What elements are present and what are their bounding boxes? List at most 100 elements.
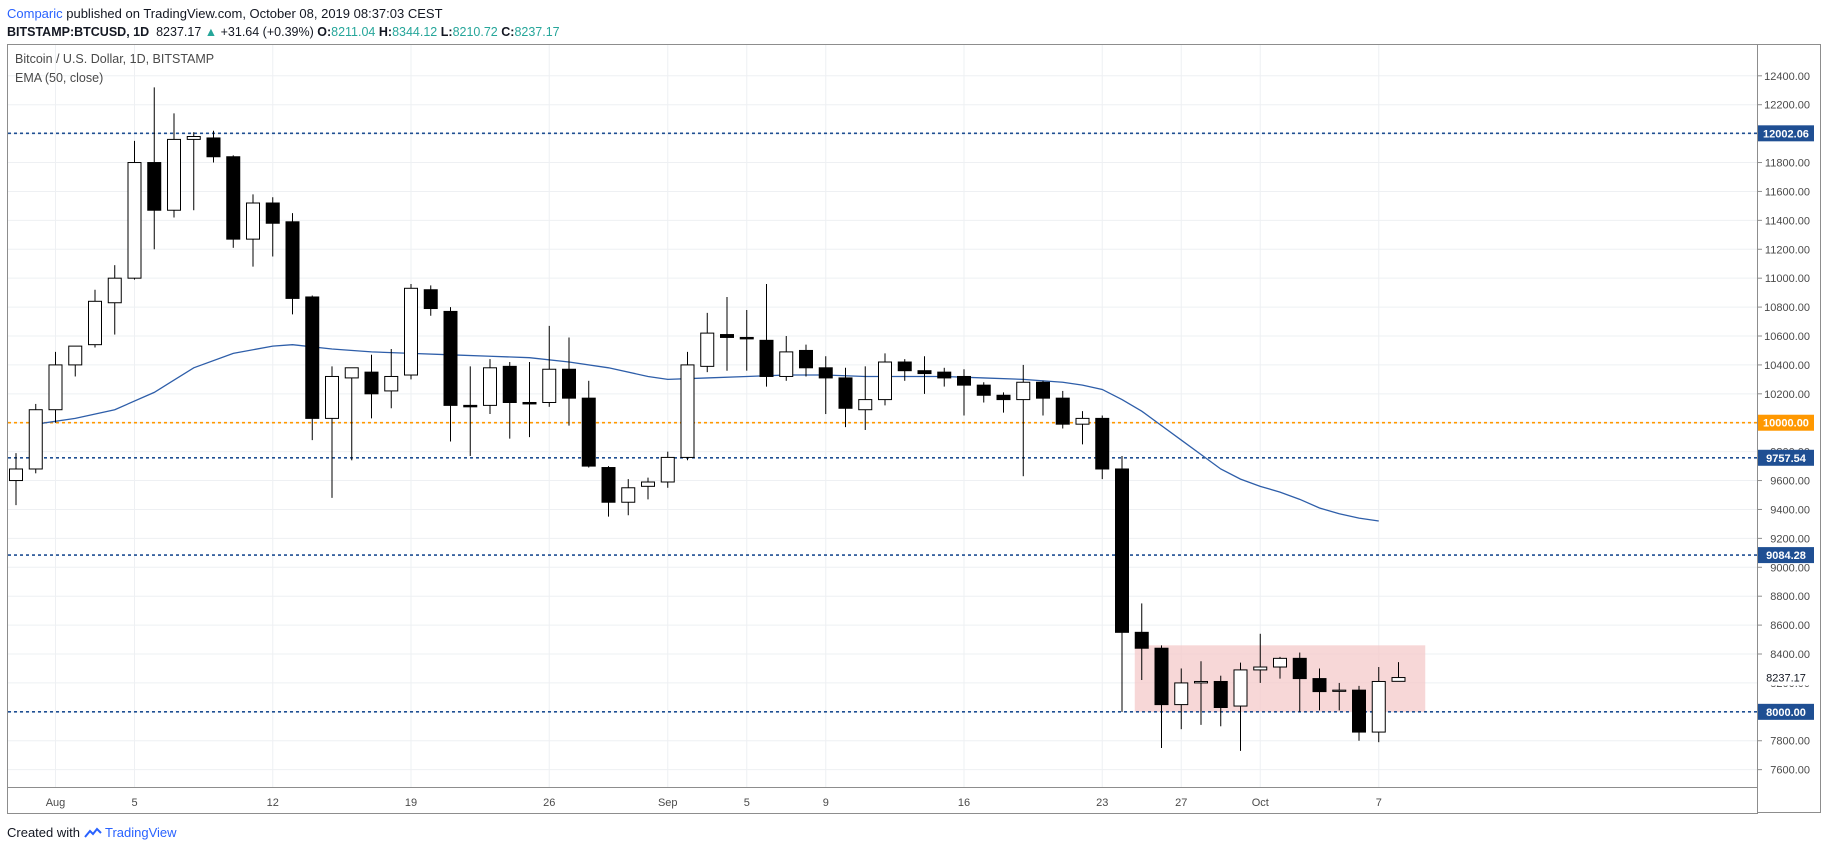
x-tick-label: Sep [658, 797, 678, 809]
x-tick-label: Aug [46, 797, 66, 809]
candle [1194, 661, 1208, 725]
candle [127, 140, 142, 280]
candle-body [1391, 677, 1406, 682]
candle [305, 295, 320, 441]
author-link[interactable]: Comparic [7, 6, 63, 21]
y-tick-label: 12200.00 [1764, 100, 1810, 112]
x-tick-label: 16 [958, 797, 970, 809]
candle [897, 359, 912, 381]
candlestick-chart[interactable]: 7600.007800.008000.008200.008400.008600.… [7, 44, 1821, 814]
low-label: L: [440, 25, 453, 39]
candle-body [246, 202, 260, 240]
candle [483, 359, 497, 415]
level-price-text: 9757.54 [1766, 453, 1807, 465]
candle-body [1273, 657, 1287, 668]
close-label: C: [501, 25, 515, 39]
y-tick-label: 11200.00 [1765, 244, 1810, 256]
y-tick-label: 9200.00 [1770, 533, 1810, 545]
candle-body [147, 162, 162, 211]
y-tick-label: 10200.00 [1764, 389, 1810, 401]
tradingview-brand: TradingView [104, 825, 177, 840]
y-tick-label: 9000.00 [1770, 562, 1810, 574]
y-tick-label: 11000.00 [1765, 273, 1810, 285]
candle [1036, 380, 1050, 416]
x-tick-label: 19 [405, 797, 417, 809]
candle [88, 289, 102, 348]
candle [384, 349, 399, 409]
candle [700, 312, 715, 373]
candle-body [1134, 631, 1149, 649]
tradingview-link[interactable]: TradingView [84, 825, 177, 840]
candle [976, 382, 991, 403]
candle [167, 113, 181, 218]
candle-body [838, 377, 853, 409]
y-tick-label: 8400.00 [1770, 649, 1810, 661]
candle-body [1352, 689, 1366, 733]
candle-body [1371, 680, 1386, 733]
level-price-tag [1758, 125, 1814, 142]
candle-body [917, 370, 932, 375]
candle-body [344, 367, 359, 379]
close-value: 8237.17 [514, 25, 560, 39]
level-price-tag [1758, 449, 1814, 466]
level-price-tag [1758, 703, 1814, 720]
high-label: H: [378, 25, 393, 39]
level-price-text: 8000.00 [1766, 707, 1806, 719]
candle-body [858, 399, 873, 411]
candle [917, 356, 932, 394]
candle [838, 367, 853, 428]
candle-body [443, 310, 458, 406]
candle-body [167, 138, 181, 211]
candle [344, 367, 359, 461]
x-tick-label: 27 [1175, 797, 1187, 809]
candle [186, 132, 201, 211]
candle [502, 362, 517, 439]
candle [1352, 685, 1366, 741]
candle-body [878, 361, 892, 401]
y-tick-label: 11600.00 [1765, 186, 1810, 198]
candle [28, 403, 43, 474]
candle [1253, 633, 1268, 683]
y-tick-label: 12400.00 [1764, 71, 1810, 83]
time-axis[interactable] [7, 787, 1758, 814]
candle [601, 466, 616, 517]
candle-body [1194, 680, 1208, 684]
legend-title: Bitcoin / U.S. Dollar, 1D, BITSTAMP [15, 52, 215, 66]
candle [779, 335, 794, 381]
candle [246, 194, 260, 267]
publish-text: published on TradingView.com, October 08… [62, 6, 443, 21]
created-with-text: Created with [7, 825, 80, 840]
candle-body [680, 364, 695, 458]
candle [1371, 667, 1386, 743]
last-price: 8237.17 [156, 25, 202, 39]
candle-body [1292, 657, 1307, 680]
candle [818, 356, 833, 415]
level-price-text: 9084.28 [1766, 550, 1806, 562]
chart-header: Comparic published on TradingView.com, O… [7, 4, 560, 42]
candle-body [28, 409, 43, 470]
candle-body [404, 287, 418, 376]
time-axis-labels: Aug 5 12 19 26 Sep 5 9 16 23 27 Oct 7 [46, 797, 1382, 809]
level-price-text: 10000.00 [1763, 418, 1809, 430]
candle [542, 325, 557, 407]
candle-body [976, 384, 991, 396]
level-price-labels: 12002.06 10000.00 9757.54 9084.28 8000.00 823… [1758, 125, 1814, 720]
candle-body [759, 339, 774, 377]
candle-body [1036, 381, 1050, 399]
candle [739, 309, 754, 371]
candle-body [285, 221, 300, 299]
candle [1312, 668, 1327, 711]
candle [1233, 662, 1248, 751]
candle [1174, 668, 1189, 730]
level-price-tag [1758, 547, 1814, 564]
candle [147, 87, 162, 250]
candle-body [700, 332, 715, 367]
y-tick-label: 9600.00 [1770, 476, 1810, 488]
candle-body [325, 375, 339, 419]
x-tick-label: 12 [267, 797, 279, 809]
candle-body [1055, 397, 1070, 425]
candle [1391, 662, 1406, 682]
candle [799, 344, 813, 377]
candle-body [818, 367, 833, 379]
y-tick-label: 10600.00 [1764, 331, 1810, 343]
